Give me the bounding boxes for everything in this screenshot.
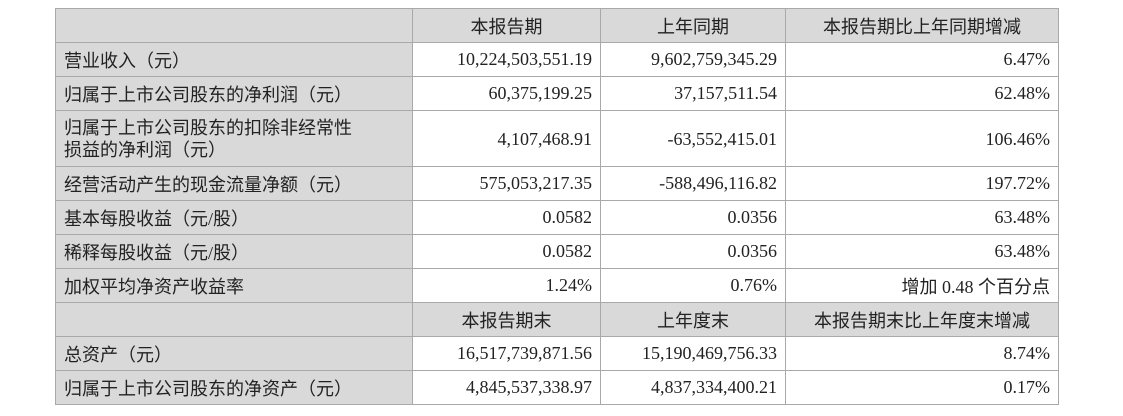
change-value: 6.47% bbox=[785, 42, 1059, 77]
current-value: 4,107,468.91 bbox=[412, 110, 601, 167]
row-label: 营业收入（元） bbox=[55, 42, 413, 77]
table-row: 归属于上市公司股东的净利润（元） 60,375,199.25 37,157,51… bbox=[55, 76, 1059, 111]
current-value: 0.0582 bbox=[412, 234, 601, 269]
row-label: 稀释每股收益（元/股） bbox=[55, 234, 413, 269]
table-row: 归属于上市公司股东的净资产（元） 4,845,537,338.97 4,837,… bbox=[55, 370, 1059, 405]
change-value: 63.48% bbox=[785, 234, 1059, 269]
change-value: 62.48% bbox=[785, 76, 1059, 111]
prior-value: 0.76% bbox=[600, 268, 786, 303]
table-row: 总资产（元） 16,517,739,871.56 15,190,469,756.… bbox=[55, 336, 1059, 371]
row-label: 加权平均净资产收益率 bbox=[55, 268, 413, 303]
current-value: 1.24% bbox=[412, 268, 601, 303]
current-value: 0.0582 bbox=[412, 200, 601, 235]
header-cell: 本报告期末比上年度末增减 bbox=[785, 302, 1059, 337]
row-label: 归属于上市公司股东的扣除非经常性 损益的净利润（元） bbox=[55, 110, 413, 167]
header-cell: 本报告期比上年同期增减 bbox=[785, 8, 1059, 43]
prior-value: 0.0356 bbox=[600, 234, 786, 269]
row-label-line: 归属于上市公司股东的扣除非经常性 bbox=[64, 117, 352, 138]
row-label: 总资产（元） bbox=[55, 336, 413, 371]
current-value: 10,224,503,551.19 bbox=[412, 42, 601, 77]
prior-value: -588,496,116.82 bbox=[600, 166, 786, 201]
prior-value: -63,552,415.01 bbox=[600, 110, 786, 167]
table-row: 营业收入（元） 10,224,503,551.19 9,602,759,345.… bbox=[55, 42, 1059, 77]
header-cell: 上年度末 bbox=[600, 302, 786, 337]
change-value: 197.72% bbox=[785, 166, 1059, 201]
table-header: 本报告期 上年同期 本报告期比上年同期增减 bbox=[55, 8, 1059, 43]
prior-value: 9,602,759,345.29 bbox=[600, 42, 786, 77]
row-label: 基本每股收益（元/股） bbox=[55, 200, 413, 235]
current-value: 575,053,217.35 bbox=[412, 166, 601, 201]
change-value: 8.74% bbox=[785, 336, 1059, 371]
table-row: 加权平均净资产收益率 1.24% 0.76% 增加 0.48 个百分点 bbox=[55, 268, 1059, 303]
table-row: 归属于上市公司股东的扣除非经常性 损益的净利润（元） 4,107,468.91 -… bbox=[55, 110, 1059, 167]
row-label: 经营活动产生的现金流量净额（元） bbox=[55, 166, 413, 201]
table-row: 稀释每股收益（元/股） 0.0582 0.0356 63.48% bbox=[55, 234, 1059, 269]
current-value: 60,375,199.25 bbox=[412, 76, 601, 111]
change-value: 63.48% bbox=[785, 200, 1059, 235]
table-row: 经营活动产生的现金流量净额（元） 575,053,217.35 -588,496… bbox=[55, 166, 1059, 201]
row-label: 归属于上市公司股东的净利润（元） bbox=[55, 76, 413, 111]
header-cell bbox=[55, 8, 413, 43]
header-cell bbox=[55, 302, 413, 337]
financial-summary-table: 本报告期 上年同期 本报告期比上年同期增减 营业收入（元） 10,224,503… bbox=[55, 8, 1059, 405]
table-row: 基本每股收益（元/股） 0.0582 0.0356 63.48% bbox=[55, 200, 1059, 235]
change-value: 增加 0.48 个百分点 bbox=[785, 268, 1059, 303]
prior-value: 0.0356 bbox=[600, 200, 786, 235]
prior-value: 4,837,334,400.21 bbox=[600, 370, 786, 405]
change-value: 0.17% bbox=[785, 370, 1059, 405]
table-subheader: 本报告期末 上年度末 本报告期末比上年度末增减 bbox=[55, 302, 1059, 337]
row-label-line: 损益的净利润（元） bbox=[64, 139, 226, 160]
header-cell: 本报告期 bbox=[412, 8, 601, 43]
header-cell: 上年同期 bbox=[600, 8, 786, 43]
row-label: 归属于上市公司股东的净资产（元） bbox=[55, 370, 413, 405]
current-value: 16,517,739,871.56 bbox=[412, 336, 601, 371]
prior-value: 15,190,469,756.33 bbox=[600, 336, 786, 371]
prior-value: 37,157,511.54 bbox=[600, 76, 786, 111]
header-cell: 本报告期末 bbox=[412, 302, 601, 337]
change-value: 106.46% bbox=[785, 110, 1059, 167]
current-value: 4,845,537,338.97 bbox=[412, 370, 601, 405]
